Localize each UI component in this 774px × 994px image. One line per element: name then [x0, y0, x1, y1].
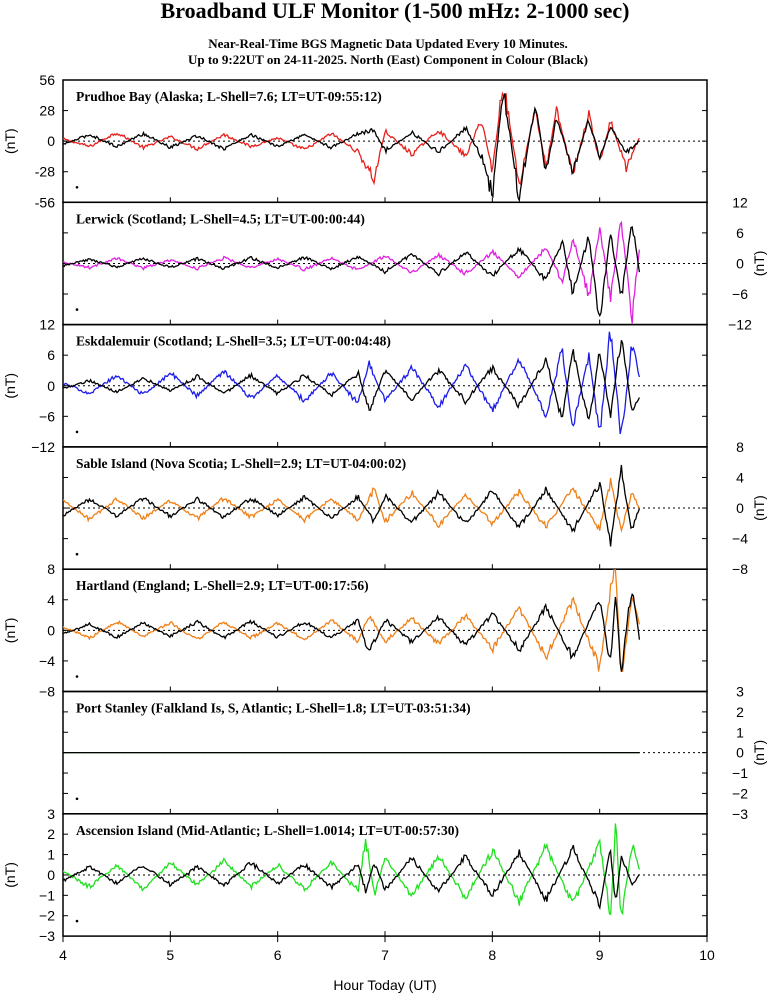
x-tick-label: 6: [274, 947, 282, 963]
series-east-line: [63, 593, 641, 672]
series-east-line: [63, 93, 640, 203]
series-east-line: [63, 464, 641, 547]
panel-station-label: Prudhoe Bay (Alaska; L-Shell=7.6; LT=UT-…: [76, 89, 382, 104]
y-tick-label: −3: [732, 806, 748, 822]
x-tick-label: 4: [59, 947, 67, 963]
y-tick-label: 3: [736, 684, 744, 700]
panel-6: Ascension Island (Mid-Atlantic; L-Shell=…: [2, 806, 708, 944]
chart-subtitle-line2: Up to 9:22UT on 24-11-2025. North (East)…: [188, 52, 588, 67]
panel-dot-marker: [75, 675, 79, 678]
y-tick-label: 1: [736, 724, 744, 740]
y-tick-label: 12: [39, 317, 55, 333]
panel-5: Port Stanley (Falkland Is, S, Atlantic; …: [62, 684, 767, 822]
y-axis-title: (nT): [2, 618, 18, 644]
panel-station-label: Lerwick (Scotland; L-Shell=4.5; LT=UT-00…: [76, 211, 365, 226]
panel-3: Sable Island (Nova Scotia; L-Shell=2.9; …: [62, 439, 767, 577]
panel-station-label: Sable Island (Nova Scotia; L-Shell=2.9; …: [76, 456, 406, 471]
y-tick-label: −12: [31, 439, 55, 455]
series-north-line: [63, 569, 641, 673]
y-axis-title: (nT): [2, 862, 18, 888]
y-tick-label: −4: [732, 531, 748, 547]
panel-station-label: Ascension Island (Mid-Atlantic; L-Shell=…: [76, 823, 459, 838]
y-tick-label: 12: [732, 194, 748, 210]
x-tick-label: 10: [699, 947, 715, 963]
series-north-line: [63, 331, 641, 435]
panel-station-label: Eskdalemuir (Scotland; L-Shell=3.5; LT=U…: [76, 334, 391, 349]
panel-0: Prudhoe Bay (Alaska; L-Shell=7.6; LT=UT-…: [2, 72, 708, 210]
y-axis-title: (nT): [751, 740, 767, 766]
y-tick-label: 0: [47, 378, 55, 394]
y-tick-label: 0: [47, 622, 55, 638]
panel-dot-marker: [75, 430, 79, 434]
y-tick-label: 28: [39, 103, 55, 119]
x-tick-label: 7: [381, 947, 389, 963]
y-tick-label: −8: [39, 684, 55, 700]
y-tick-label: 0: [736, 255, 744, 271]
panel-1: Lerwick (Scotland; L-Shell=4.5; LT=UT-00…: [62, 194, 767, 333]
panels-group: Prudhoe Bay (Alaska; L-Shell=7.6; LT=UT-…: [2, 72, 767, 944]
series-east-line: [63, 844, 640, 910]
y-tick-label: −2: [39, 908, 55, 924]
x-tick-label: 5: [166, 947, 174, 963]
panel-dot-marker: [75, 308, 79, 311]
panel-dot-marker: [75, 919, 79, 923]
y-tick-label: −4: [39, 653, 55, 669]
y-tick-label: −1: [732, 765, 748, 781]
y-tick-label: 2: [47, 826, 55, 842]
y-axis-title: (nT): [2, 128, 18, 154]
y-tick-label: 0: [47, 133, 55, 149]
y-tick-label: 4: [736, 469, 744, 485]
x-tick-label: 8: [488, 947, 496, 963]
panel-2: Eskdalemuir (Scotland; L-Shell=3.5; LT=U…: [2, 317, 708, 455]
series-east-line: [63, 340, 640, 420]
panel-dot-marker: [75, 797, 79, 801]
chart-title: Broadband ULF Monitor (1-500 mHz: 2-1000…: [161, 0, 630, 23]
panel-dot-marker: [75, 186, 79, 189]
chart-subtitle-line1: Near-Real-Time BGS Magnetic Data Updated…: [208, 36, 568, 51]
series-north-line: [63, 477, 640, 533]
y-tick-label: −3: [39, 928, 55, 944]
y-tick-label: -56: [35, 194, 55, 210]
y-tick-label: −2: [732, 785, 748, 801]
y-tick-label: 6: [736, 225, 744, 241]
x-axis-title: Hour Today (UT): [333, 977, 436, 993]
y-tick-label: 2: [736, 704, 744, 720]
y-tick-label: 4: [47, 592, 55, 608]
y-tick-label: −8: [732, 561, 748, 577]
y-tick-label: 1: [47, 847, 55, 863]
series-east-line: [63, 226, 641, 318]
x-axis: 4 5 6 7 8 9 10: [59, 936, 715, 963]
y-tick-label: 0: [736, 745, 744, 761]
y-tick-label: -28: [35, 164, 55, 180]
y-tick-label: −12: [728, 317, 752, 333]
y-axis-title: (nT): [2, 373, 18, 399]
y-tick-label: 56: [39, 72, 55, 88]
x-tick-label: 9: [596, 947, 604, 963]
y-axis-title: (nT): [751, 251, 767, 277]
y-tick-label: 8: [736, 439, 744, 455]
y-axis-title: (nT): [751, 495, 767, 521]
series-north-line: [63, 823, 641, 916]
y-tick-label: −1: [39, 887, 55, 903]
y-tick-label: −6: [39, 408, 55, 424]
panel-4: Hartland (England; L-Shell=2.9; LT=UT-00…: [2, 561, 708, 700]
y-tick-label: 8: [47, 561, 55, 577]
panel-station-label: Hartland (England; L-Shell=2.9; LT=UT-00…: [76, 578, 369, 593]
series-north-line: [63, 220, 641, 324]
panel-station-label: Port Stanley (Falkland Is, S, Atlantic; …: [76, 701, 471, 716]
y-tick-label: −6: [732, 286, 748, 302]
y-tick-label: 0: [47, 867, 55, 883]
y-tick-label: 6: [47, 347, 55, 363]
y-tick-label: 0: [736, 500, 744, 516]
y-tick-label: 3: [47, 806, 55, 822]
panel-dot-marker: [75, 552, 79, 556]
